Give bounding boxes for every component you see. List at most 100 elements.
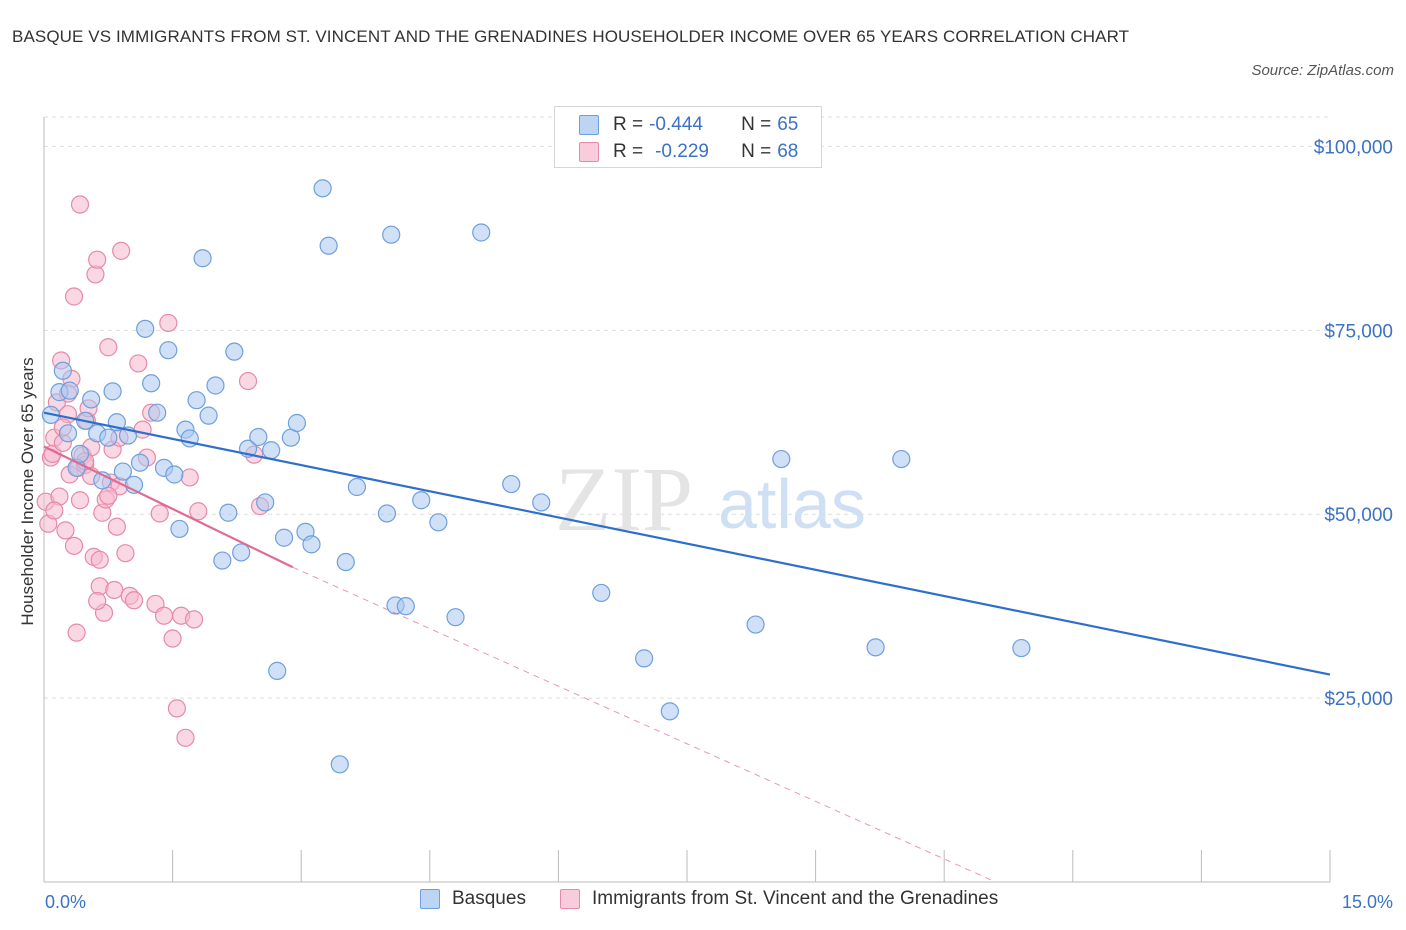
legend-item-basques[interactable]: Basques — [420, 888, 526, 910]
point-basques — [159, 341, 178, 360]
trend-lines — [43, 411, 1331, 883]
point-basques — [592, 583, 611, 603]
trend-line-immigrants — [43, 445, 294, 569]
point-basques — [136, 319, 155, 338]
point-basques — [170, 519, 189, 539]
x-tick-label-max: 15.0% — [1342, 892, 1393, 912]
source-label: Source: ZipAtlas.com — [1251, 62, 1394, 79]
point-immigrants — [150, 504, 169, 523]
point-immigrants — [45, 501, 64, 520]
point-immigrants — [90, 550, 109, 569]
blue-series-points — [41, 179, 1031, 774]
legend-r-label: R = — [613, 114, 644, 135]
trend-line-immigrants-extension — [292, 566, 996, 883]
point-basques — [232, 543, 251, 562]
point-basques — [396, 597, 415, 616]
point-basques — [58, 424, 78, 443]
point-immigrants — [238, 371, 258, 391]
y-tick-label: $100,000 — [1314, 137, 1393, 158]
series-legend: Basques Immigrants from St. Vincent and … — [0, 888, 1406, 916]
point-basques — [53, 361, 72, 380]
point-immigrants — [163, 629, 182, 648]
point-immigrants — [176, 728, 195, 747]
point-basques — [193, 249, 212, 268]
point-basques — [412, 491, 431, 510]
point-basques — [377, 504, 397, 523]
point-basques — [429, 513, 448, 532]
legend-row-immigrants: R = -0.229 N = 68 — [579, 140, 798, 164]
point-basques — [60, 381, 79, 400]
legend-r-value: -0.444 — [649, 114, 703, 135]
point-immigrants — [56, 521, 75, 540]
legend-n-value: 68 — [777, 141, 799, 162]
point-immigrants — [154, 606, 174, 625]
point-immigrants — [167, 699, 186, 718]
point-basques — [446, 608, 465, 627]
y-tick-label: $25,000 — [1324, 689, 1393, 710]
point-basques — [660, 702, 679, 721]
point-basques — [130, 453, 150, 472]
point-immigrants — [67, 623, 86, 642]
point-immigrants — [88, 250, 107, 269]
point-immigrants — [189, 502, 208, 521]
point-immigrants — [105, 580, 124, 600]
point-basques — [892, 449, 911, 469]
point-basques — [347, 477, 367, 497]
point-basques — [313, 179, 332, 198]
trend-line-basques — [43, 411, 1331, 676]
point-basques — [382, 225, 401, 244]
legend-r-value: -0.229 — [655, 141, 709, 162]
point-basques — [165, 465, 184, 484]
y-axis-title: Householder Income Over 65 years — [18, 357, 37, 625]
point-basques — [142, 374, 161, 393]
point-basques — [330, 755, 349, 774]
legend-n-value: 65 — [777, 114, 799, 135]
point-immigrants — [107, 517, 126, 536]
point-basques — [532, 493, 551, 512]
point-basques — [148, 403, 167, 422]
point-immigrants — [88, 591, 107, 611]
point-immigrants — [159, 313, 178, 333]
legend-swatch-blue — [420, 889, 440, 909]
point-basques — [772, 449, 791, 469]
watermark-atlas: atlas — [718, 465, 866, 543]
watermark-zip: ZIP — [555, 448, 693, 550]
legend-n-label: N = — [741, 114, 772, 135]
point-basques — [113, 462, 132, 481]
point-immigrants — [64, 287, 84, 306]
point-immigrants — [112, 241, 131, 260]
watermark: ZIP atlas — [555, 448, 866, 550]
legend-swatch-pink — [579, 142, 599, 162]
point-basques — [219, 503, 238, 522]
point-immigrants — [99, 486, 118, 505]
y-tick-label: $50,000 — [1324, 505, 1393, 526]
legend-swatch-pink — [560, 889, 580, 909]
legend-label-immigrants: Immigrants from St. Vincent and the Gren… — [592, 888, 999, 909]
legend-row-basques: R = -0.444 N = 65 — [579, 113, 798, 137]
point-immigrants — [116, 544, 135, 563]
point-basques — [99, 428, 118, 447]
stats-legend: R = -0.444 N = 65 R = -0.229 N = 68 — [554, 106, 822, 168]
legend-item-immigrants[interactable]: Immigrants from St. Vincent and the Gren… — [560, 888, 998, 910]
point-basques — [274, 528, 294, 547]
point-immigrants — [64, 536, 84, 555]
point-basques — [213, 551, 232, 570]
y-tick-label: $75,000 — [1324, 321, 1393, 342]
point-basques — [502, 474, 521, 494]
point-immigrants — [70, 195, 90, 214]
point-basques — [103, 382, 122, 401]
legend-swatch-blue — [579, 115, 599, 135]
legend-n-label: N = — [741, 141, 772, 162]
point-basques — [1012, 638, 1031, 658]
point-basques — [82, 390, 101, 409]
point-basques — [746, 615, 765, 634]
point-basques — [249, 427, 268, 447]
point-basques — [302, 535, 321, 554]
point-basques — [262, 441, 281, 460]
point-basques — [268, 661, 287, 680]
point-immigrants — [129, 354, 148, 373]
point-basques — [256, 493, 275, 512]
point-basques — [319, 236, 338, 255]
point-basques — [70, 444, 90, 463]
